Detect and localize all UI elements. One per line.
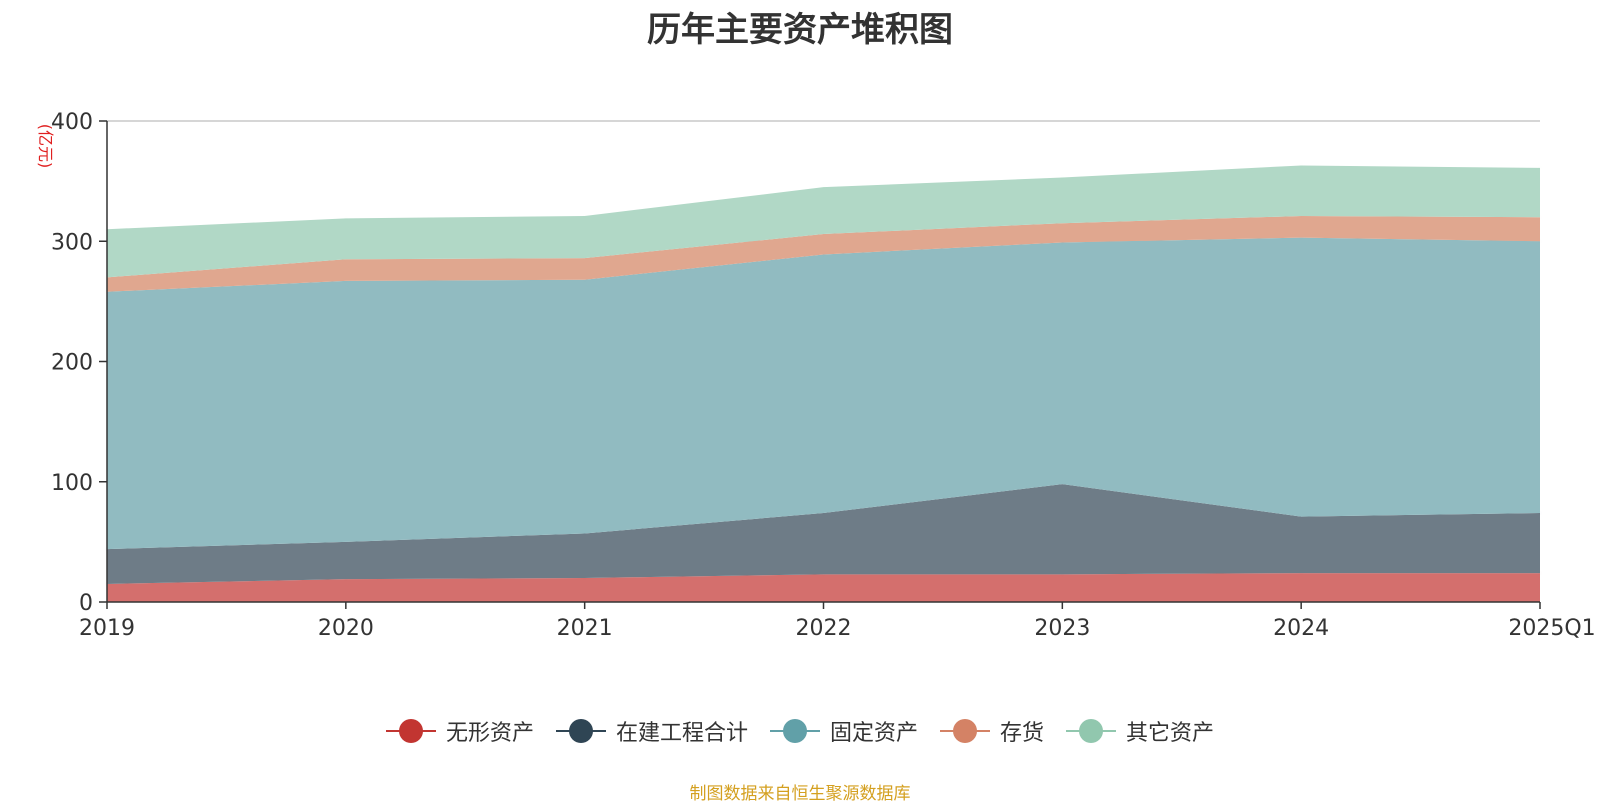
x-tick-label: 2022	[796, 616, 852, 641]
legend-item-2[interactable]: 在建工程合计	[555, 715, 748, 747]
y-tick-label: 100	[51, 471, 93, 496]
data-point[interactable]	[344, 216, 348, 220]
data-point[interactable]	[822, 185, 826, 189]
chart-title: 历年主要资产堆积图	[647, 10, 953, 50]
y-tick-label: 0	[79, 591, 93, 616]
data-point[interactable]	[1060, 176, 1064, 180]
area-series-4[interactable]	[107, 215, 1540, 292]
data-point[interactable]	[1538, 166, 1542, 170]
y-tick-label: 300	[51, 230, 93, 255]
x-tick-label: 2021	[557, 616, 613, 641]
legend-label: 其它资产	[1126, 721, 1215, 746]
y-tick-label: 200	[51, 351, 93, 376]
x-tick-label: 2019	[79, 616, 135, 641]
data-point[interactable]	[583, 214, 587, 218]
y-axis-unit-label: (亿元)	[36, 124, 55, 169]
legend-marker-icon	[385, 719, 436, 743]
legend-item-3[interactable]: 固定资产	[769, 715, 918, 747]
data-point[interactable]	[1299, 163, 1303, 167]
x-tick-label: 2024	[1273, 616, 1329, 641]
axis-layer: 0 100 200 300 400 2019 2020 2021 2022 2023 2024 202…	[51, 110, 1596, 641]
legend-marker-icon	[940, 719, 990, 743]
area-series-5[interactable]	[107, 165, 1540, 278]
legend-marker-icon	[769, 719, 820, 743]
x-tick-label: 2023	[1034, 616, 1090, 641]
x-tick-label: 2025Q1	[1508, 616, 1595, 641]
legend-marker-icon	[555, 719, 606, 743]
y-tick-label: 400	[51, 110, 93, 135]
area-series-3[interactable]	[107, 237, 1540, 550]
source-note: 制图数据来自恒生聚源数据库	[689, 784, 911, 804]
area-series-1[interactable]	[107, 573, 1540, 602]
area-layer	[107, 163, 1542, 602]
legend-label: 在建工程合计	[615, 721, 748, 746]
legend-label: 无形资产	[445, 721, 534, 746]
legend-label: 存货	[1000, 721, 1045, 746]
legend: 无形资产 在建工程合计 固定资产 存货 其它资产	[0, 715, 1600, 747]
area-series-2[interactable]	[107, 484, 1540, 584]
legend-item-4[interactable]: 存货	[940, 715, 1044, 747]
legend-marker-icon	[1066, 719, 1117, 743]
legend-item-1[interactable]: 无形资产	[385, 715, 534, 747]
legend-label: 固定资产	[829, 721, 918, 746]
legend-item-5[interactable]: 其它资产	[1066, 715, 1214, 747]
x-tick-label: 2020	[318, 616, 374, 641]
